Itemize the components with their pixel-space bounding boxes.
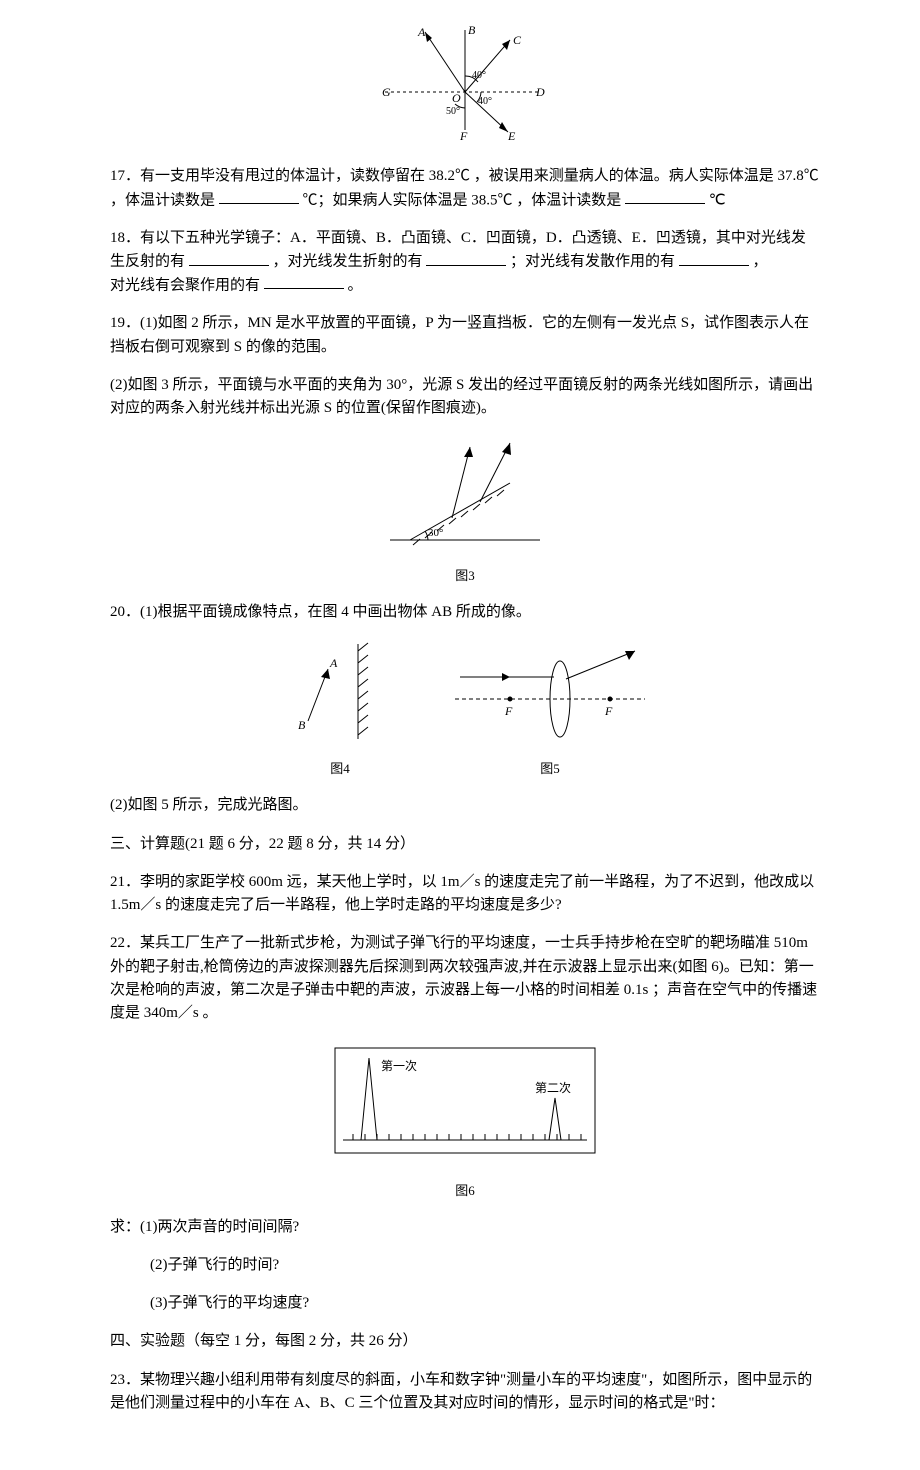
q17-blank1[interactable]	[219, 189, 299, 204]
q18-blank3[interactable]	[679, 250, 749, 265]
fig4-B: B	[298, 718, 306, 732]
page-root: A B C D E F G O 40° 40° 50° 17．有一支用毕没有甩过…	[0, 0, 920, 1470]
q17-blank2[interactable]	[625, 189, 705, 204]
label-D: D	[535, 85, 545, 99]
figure-rays-svg: A B C D E F G O 40° 40° 50°	[380, 22, 550, 142]
label-O: O	[452, 91, 461, 105]
q21: 21．李明的家距学校 600m 远，某天他上学时，以 1m／s 的速度走完了前一…	[110, 871, 820, 918]
q20-1: 20．(1)根据平面镜成像特点，在图 4 中画出物体 AB 所成的像。	[110, 601, 820, 624]
q22-ask3: (3)子弹飞行的平均速度?	[150, 1292, 820, 1315]
fig6-second: 第二次	[535, 1081, 571, 1095]
q17-mid: ℃；如果病人实际体温是 38.5℃ ，体温计读数是	[303, 192, 622, 208]
q18-blank1[interactable]	[189, 250, 269, 265]
figure4-caption: 图4	[280, 759, 400, 779]
fig4-A: A	[329, 656, 338, 670]
figure3-svg: 30°	[380, 435, 550, 555]
figure4: A B 图4	[280, 639, 400, 779]
figure6-svg: 第一次 第二次	[325, 1040, 605, 1170]
figure6: 第一次 第二次 图6	[110, 1040, 820, 1200]
figure5: F F 图5	[450, 639, 650, 779]
q18-mid2: ；对光线有发散作用的有	[510, 254, 675, 270]
q23: 23．某物理兴趣小组利用带有刻度尽的斜面，小车和数字钟"测量小车的平均速度"，如…	[110, 1369, 820, 1416]
angle-50: 50°	[446, 106, 460, 117]
figure5-svg: F F	[450, 639, 650, 749]
figure-rays: A B C D E F G O 40° 40° 50°	[110, 22, 820, 150]
label-A: A	[417, 25, 426, 39]
fig5-F1: F	[504, 704, 513, 718]
label-B: B	[468, 23, 476, 37]
fig3-angle: 30°	[428, 527, 443, 539]
q18-line2b: 。	[348, 277, 363, 293]
q17: 17．有一支用毕没有甩过的体温计，读数停留在 38.2℃ ，被误用来测量病人的体…	[110, 165, 820, 212]
q18-tail1: ，	[753, 254, 768, 270]
q22-ask1: 求：(1)两次声音的时间间隔?	[110, 1216, 820, 1239]
q18: 18．有以下五种光学镜子：A．平面镜、B．凸面镜、C．凹面镜，D．凸透镜、E．凹…	[110, 227, 820, 297]
q20-2: (2)如图 5 所示，完成光路图。	[110, 794, 820, 817]
q18-line2a: 对光线有会聚作用的有	[110, 277, 260, 293]
figure3: 30° 图3	[110, 435, 820, 585]
fig5-F2: F	[604, 704, 613, 718]
label-E: E	[507, 129, 516, 142]
figure3-caption: 图3	[110, 566, 820, 586]
q22-ask2: (2)子弹飞行的时间?	[150, 1254, 820, 1277]
label-G: G	[382, 85, 391, 99]
angle-40a: 40°	[472, 70, 486, 81]
q18-blank4[interactable]	[264, 274, 344, 289]
figure5-caption: 图5	[450, 759, 650, 779]
section4-title: 四、实验题（每空 1 分，每图 2 分，共 26 分）	[110, 1330, 820, 1353]
q19-2: (2)如图 3 所示，平面镜与水平面的夹角为 30°，光源 S 发出的经过平面镜…	[110, 374, 820, 421]
figure6-caption: 图6	[110, 1181, 820, 1201]
q18-mid1: ，对光线发生折射的有	[273, 254, 423, 270]
figure4-svg: A B	[280, 639, 400, 749]
angle-40b: 40°	[478, 96, 492, 107]
section3-title: 三、计算题(21 题 6 分，22 题 8 分，共 14 分）	[110, 833, 820, 856]
q22-p1: 22．某兵工厂生产了一批新式步枪，为测试子弹飞行的平均速度，一士兵手持步枪在空旷…	[110, 932, 820, 1025]
figure4-5: A B 图4	[110, 639, 820, 779]
q17-tail: ℃	[709, 192, 726, 208]
q19-1: 19．(1)如图 2 所示，MN 是水平放置的平面镜，P 为一竖直挡板．它的左侧…	[110, 312, 820, 359]
label-F: F	[459, 129, 468, 142]
label-C: C	[513, 33, 522, 47]
fig6-first: 第一次	[381, 1059, 417, 1073]
q18-blank2[interactable]	[426, 250, 506, 265]
